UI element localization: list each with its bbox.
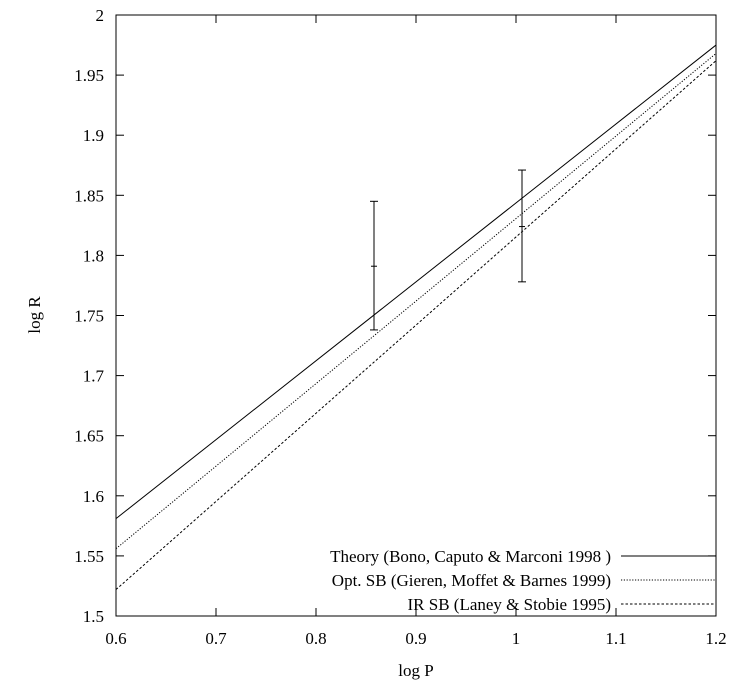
y-tick-label: 1.6 <box>83 487 104 506</box>
x-tick-label: 1.2 <box>705 629 726 648</box>
y-axis-label: log R <box>25 296 44 334</box>
x-tick-label: 1.1 <box>605 629 626 648</box>
x-tick-label: 0.7 <box>205 629 227 648</box>
series-line-3 <box>115 60 717 590</box>
axis-ticks: 0.6 0.7 0.8 0.9 1 1.1 1.2 1.5 1.55 1.6 1.65 1.7 1.75… <box>74 6 726 648</box>
x-axis-label: log P <box>398 661 433 680</box>
x-tick-label: 0.6 <box>105 629 126 648</box>
series-lines <box>115 44 717 590</box>
legend-label: Opt. SB (Gieren, Moffet & Barnes 1999) <box>332 571 611 590</box>
y-tick-label: 1.7 <box>83 367 105 386</box>
legend-label: IR SB (Laney & Stobie 1995) <box>407 595 611 614</box>
error-bars <box>370 169 526 331</box>
y-tick-label: 1.75 <box>74 307 104 326</box>
y-tick-label: 1.65 <box>74 427 104 446</box>
x-tick-label: 0.9 <box>405 629 426 648</box>
legend: Theory (Bono, Caputo & Marconi 1998 ) Opt… <box>330 547 716 614</box>
y-tick-label: 1.5 <box>83 607 104 626</box>
y-tick-label: 1.95 <box>74 66 104 85</box>
y-tick-label: 1.55 <box>74 547 104 566</box>
y-tick-label: 1.9 <box>83 126 104 145</box>
y-tick-label: 1.85 <box>74 186 104 205</box>
legend-entry: IR SB (Laney & Stobie 1995) <box>407 595 716 614</box>
plot-frame <box>115 14 717 617</box>
legend-entry: Theory (Bono, Caputo & Marconi 1998 ) <box>330 547 716 566</box>
x-tick-label: 1 <box>512 629 521 648</box>
error-bar <box>518 169 526 283</box>
legend-label: Theory (Bono, Caputo & Marconi 1998 ) <box>330 547 611 566</box>
error-bar <box>370 200 378 331</box>
legend-entry: Opt. SB (Gieren, Moffet & Barnes 1999) <box>332 571 716 590</box>
y-tick-label: 1.8 <box>83 246 104 265</box>
y-tick-label: 2 <box>96 6 105 25</box>
series-line-1 <box>115 44 717 520</box>
series-line-2 <box>115 53 717 550</box>
x-tick-label: 0.8 <box>305 629 326 648</box>
